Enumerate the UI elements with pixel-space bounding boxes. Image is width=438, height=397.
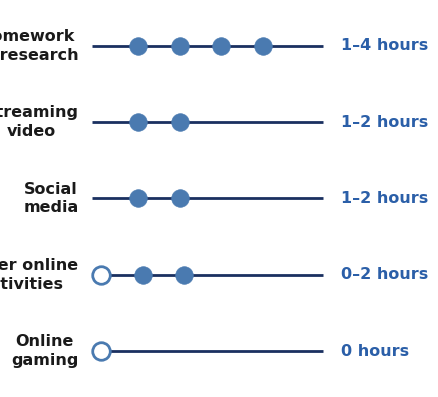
Text: Social
media: Social media <box>23 182 78 215</box>
Point <box>135 119 142 125</box>
Point <box>98 348 105 355</box>
Point <box>135 42 142 49</box>
Point <box>259 42 266 49</box>
Point <box>177 119 184 125</box>
Point <box>218 42 225 49</box>
Text: 1–4 hours: 1–4 hours <box>341 38 428 53</box>
Text: 0 hours: 0 hours <box>341 344 409 359</box>
Text: 1–2 hours: 1–2 hours <box>341 115 428 130</box>
Text: Other online
activities: Other online activities <box>0 258 78 292</box>
Text: 0–2 hours: 0–2 hours <box>341 267 428 282</box>
Text: 1–2 hours: 1–2 hours <box>341 191 428 206</box>
Text: Online
gaming: Online gaming <box>11 334 78 368</box>
Point <box>139 272 146 278</box>
Point <box>135 195 142 202</box>
Text: Streaming
video: Streaming video <box>0 105 78 139</box>
Point <box>181 272 188 278</box>
Point <box>98 272 105 278</box>
Point <box>177 42 184 49</box>
Point <box>177 195 184 202</box>
Text: Homework
or research: Homework or research <box>0 29 78 63</box>
